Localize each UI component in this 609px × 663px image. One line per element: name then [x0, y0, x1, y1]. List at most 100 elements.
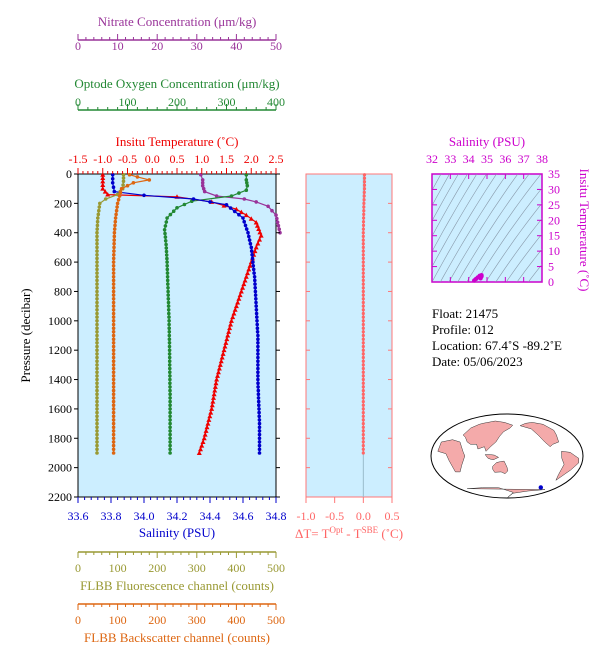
nitrate-point — [200, 178, 205, 182]
backscatter-point — [111, 311, 116, 316]
temperature-point — [100, 172, 106, 177]
salinity-point — [254, 297, 258, 301]
delta-t-point — [361, 260, 365, 264]
ts-x-tick-label: 37 — [518, 152, 530, 166]
salinity-point — [251, 264, 256, 268]
oxygen-point — [168, 370, 172, 375]
salinity-point — [247, 234, 251, 239]
delta-t-plot-area — [305, 173, 393, 498]
pressure-tick-label: 1600 — [48, 402, 72, 416]
fluorescence-tick-label: 100 — [109, 561, 127, 575]
ts-contour-line — [432, 174, 468, 237]
delta-t-point — [361, 337, 365, 341]
oxygen-point — [168, 392, 172, 397]
salinity-point — [249, 249, 254, 253]
salinity-point — [257, 443, 262, 448]
salinity-tick-label: 34.6 — [233, 509, 254, 523]
fluorescence-point — [95, 275, 99, 279]
oxygen-point — [164, 249, 169, 254]
fluorescence-point — [95, 264, 99, 268]
salinity-tick-label: 33.8 — [101, 509, 122, 523]
oxygen-axis: 0 100 200 300 400 Optode Oxygen Concentration… — [74, 76, 285, 111]
delta-t-point — [361, 363, 365, 367]
ts-contour-line — [432, 174, 487, 267]
temperature-point — [205, 421, 211, 426]
oxygen-point — [168, 366, 172, 371]
delta-t-point — [361, 300, 365, 305]
temperature-point — [100, 178, 106, 184]
delta-t-point — [362, 190, 366, 194]
oxygen-axis-title: Optode Oxygen Concentration (μm/kg) — [74, 76, 279, 91]
oxygen-point — [245, 183, 250, 188]
temperature-point — [224, 336, 230, 342]
fluorescence-point — [121, 183, 125, 187]
backscatter-series — [111, 172, 152, 455]
backscatter-point — [111, 289, 116, 294]
temperature-point — [218, 358, 224, 364]
profile-number: Profile: 012 — [432, 322, 494, 337]
salinity-point — [254, 311, 259, 316]
delta-t-point — [362, 194, 366, 198]
temperature-point — [208, 410, 214, 415]
nitrate-point — [200, 181, 205, 185]
salinity-point — [248, 241, 253, 246]
temperature-point — [217, 362, 223, 367]
oxygen-point — [167, 311, 171, 316]
delta-t-point — [362, 216, 366, 220]
oxygen-tick-label: 400 — [267, 95, 285, 109]
salinity-point — [241, 216, 245, 220]
oxygen-point — [163, 224, 168, 228]
salinity-point — [256, 337, 260, 342]
temperature-point — [233, 303, 239, 309]
temperature-series — [100, 172, 264, 455]
backscatter-point — [111, 421, 116, 426]
delta-t-x-tick-label: -1.0 — [297, 509, 316, 523]
fluorescence-tick-label: 0 — [75, 561, 81, 575]
oxygen-point — [168, 418, 172, 422]
delta-t-point — [361, 414, 365, 418]
fluorescence-point — [95, 355, 99, 360]
oxygen-point — [168, 403, 172, 408]
delta-t-point — [361, 422, 365, 426]
ts-y-tick-label: 15 — [548, 229, 560, 243]
fluorescence-point — [95, 399, 99, 404]
ts-y-tick-label: 25 — [548, 198, 560, 212]
delta-t-point — [361, 355, 365, 360]
salinity-point — [256, 366, 260, 371]
profile-axes-group: 0200400600800100012001400160018002000220… — [18, 14, 287, 645]
delta-t-point — [362, 180, 367, 184]
delta-t-point — [361, 377, 365, 382]
temperature-point — [196, 450, 202, 455]
backscatter-point — [111, 322, 116, 327]
backscatter-point — [111, 359, 116, 364]
salinity-point — [256, 377, 260, 382]
oxygen-point — [166, 282, 170, 286]
backscatter-point — [111, 403, 116, 408]
temperature-point — [220, 351, 226, 356]
backscatter-point — [147, 178, 152, 182]
nitrate-point — [275, 220, 280, 224]
backscatter-point — [111, 374, 116, 378]
salinity-tick-label: 34.2 — [167, 509, 188, 523]
delta-t-point — [361, 396, 365, 400]
oxygen-point — [167, 326, 171, 331]
delta-t-point — [361, 315, 365, 319]
nitrate-axis: 0 10 20 30 40 50 Nitrate Concentration (μm/kg) — [75, 14, 282, 53]
oxygen-point — [164, 246, 169, 250]
oxygen-point — [168, 396, 172, 400]
backscatter-point — [116, 197, 121, 202]
fluorescence-point — [95, 234, 99, 239]
salinity-point — [256, 392, 261, 397]
fluorescence-point — [95, 337, 99, 342]
map-landmass — [519, 422, 560, 448]
fluorescence-point — [95, 256, 99, 261]
ts-plot-area — [431, 173, 543, 283]
oxygen-point — [165, 260, 169, 264]
fluorescence-point — [95, 359, 99, 364]
fluorescence-point — [95, 223, 100, 228]
fluorescence-point — [95, 381, 99, 386]
oxygen-point — [166, 308, 171, 312]
delta-t-point — [361, 264, 365, 268]
oxygen-point — [245, 181, 249, 185]
